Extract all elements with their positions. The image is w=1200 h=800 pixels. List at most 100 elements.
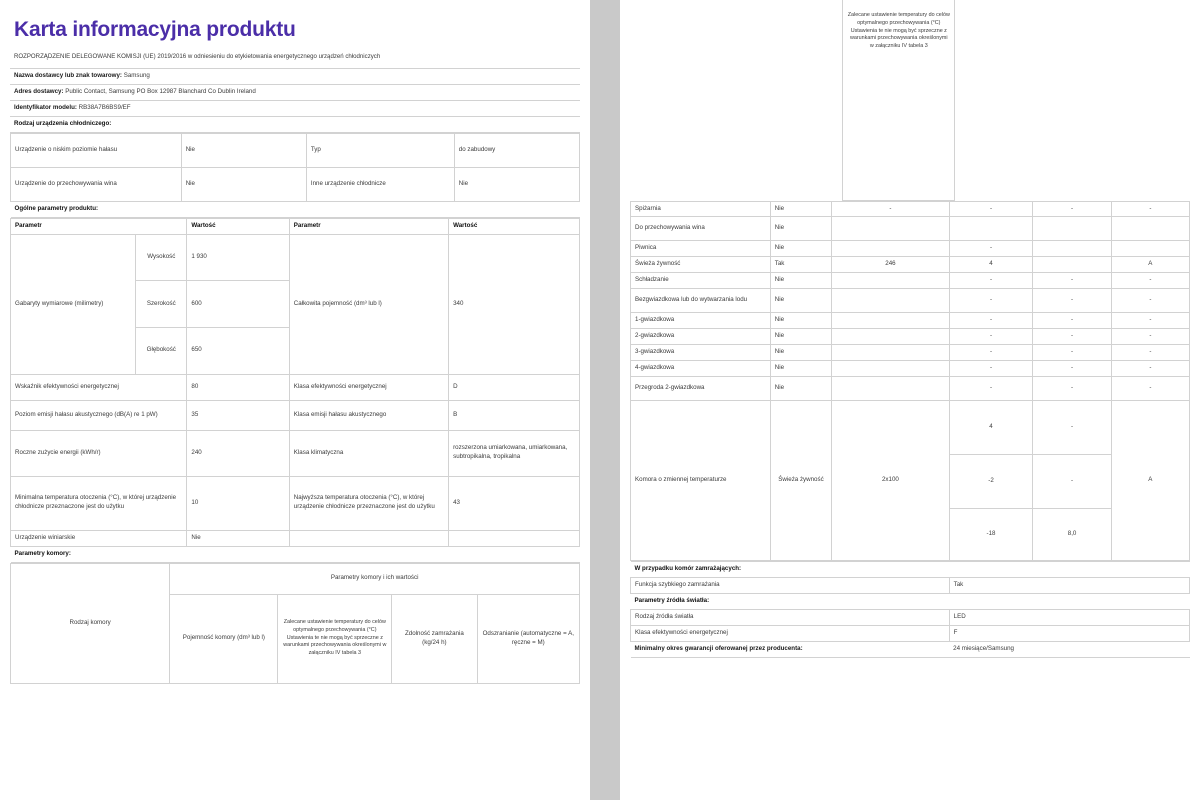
chamber-fresh-freeze xyxy=(1032,256,1112,274)
chamber-2star-section-defrost: - xyxy=(1110,376,1191,402)
chamber-chill-present: Nie xyxy=(769,272,833,290)
chamber-4star-defrost: - xyxy=(1110,360,1191,378)
appliance-low-noise-value: Nie xyxy=(180,132,307,168)
col-value: Wartość xyxy=(186,217,290,235)
sheet-right: Zalecane ustawienie temperatury do celów… xyxy=(620,0,1200,800)
chamber-zerostar-defrost: - xyxy=(1110,288,1191,314)
chamber-variable-defrost: A xyxy=(1110,400,1191,562)
chamber-cellar-temp: - xyxy=(948,240,1034,258)
address-value: Public Contact, Samsung PO Box 12987 Bla… xyxy=(65,87,256,95)
chamber-temp-col-header: Zalecane ustawienie temperatury do celów… xyxy=(277,593,393,684)
chamber-chill-temp: - xyxy=(948,272,1034,290)
freezer-section-title: W przypadku komór zamrażających: xyxy=(630,561,1190,579)
appliance-type-section-row: Rodzaj urządzenia chłodniczego: xyxy=(10,115,580,133)
chamber-variable-freeze-1: - xyxy=(1032,400,1112,456)
chamber-temp-col-header-continued: Zalecane ustawienie temperatury do celów… xyxy=(842,0,956,201)
fast-freeze-value: Tak xyxy=(948,577,1191,595)
chamber-2star-section-freeze: - xyxy=(1032,376,1112,402)
chamber-zerostar-label: Bezgwiazdkowa lub do wytwarzania lodu xyxy=(630,288,771,314)
appliance-wine-value: Nie xyxy=(180,166,307,202)
chamber-group-header: Parametry komory i ich wartości xyxy=(169,562,580,595)
chamber-1star-defrost: - xyxy=(1110,312,1191,330)
chamber-temp-continued-row: Zalecane ustawienie temperatury do celów… xyxy=(630,0,1190,201)
table-row: Urządzenie winiarskie Nie xyxy=(9,529,580,547)
table-row: Urządzenie do przechowywania wina Nie In… xyxy=(10,166,581,202)
max-ambient-label: Najwyższa temperatura otoczenia (°C), w … xyxy=(288,475,450,531)
wine-appliance-label: Urządzenie winiarskie xyxy=(9,529,188,547)
table-row: Przegroda 2-gwiazdkowa Nie - - - xyxy=(630,376,1191,402)
chambers-section-row: Parametry komory: xyxy=(10,545,580,563)
table-row: -18 8,0 xyxy=(631,508,1190,562)
total-capacity-label: Całkowita pojemność (dm³ lub l) xyxy=(288,233,450,375)
warranty-row: Minimalny okres gwarancji oferowanej prz… xyxy=(630,641,1190,659)
chamber-wine-temp xyxy=(948,216,1034,242)
chamber-defrost-col-header: Odszranianie (automatyczne = A, ręczne =… xyxy=(476,593,581,684)
dimension-width-value: 600 xyxy=(186,280,290,328)
noise-level-label: Poziom emisji hałasu akustycznego (dB(A)… xyxy=(9,399,188,431)
chamber-fresh-present: Tak xyxy=(769,256,833,274)
chamber-rows-table: Spiżarnia Nie - - - - Do przechowywania … xyxy=(630,200,1191,562)
intro-row: ROZPORZĄDZENIE DELEGOWANE KOMISJI (UE) 2… xyxy=(10,50,580,68)
chamber-capacity-col-header: Pojemność komory (dm³ lub l) xyxy=(169,593,279,684)
model-label: Identyfikator modelu: xyxy=(14,103,77,111)
chamber-1star-freeze: - xyxy=(1032,312,1112,330)
climate-class-value: rozszerzona umiarkowana, umiarkowana, su… xyxy=(448,429,580,477)
chamber-2star-section-label: Przegroda 2-gwiazdkowa xyxy=(630,376,771,402)
table-row: 1-gwiazdkowa Nie - - - xyxy=(630,312,1191,330)
chamber-pantry-present: Nie xyxy=(769,200,833,218)
chamber-4star-present: Nie xyxy=(769,360,833,378)
table-row: Poziom emisji hałasu akustycznego (dB(A)… xyxy=(9,399,580,431)
table-row: Spiżarnia Nie - - - - xyxy=(630,200,1191,218)
dimension-depth-value: 650 xyxy=(186,326,290,375)
light-type-value: LED xyxy=(948,609,1191,627)
chamber-pantry-freeze: - xyxy=(1032,200,1112,218)
chamber-variable-present: Świeża żywność xyxy=(769,400,833,562)
table-row: Wskaźnik efektywności energetycznej 80 K… xyxy=(9,373,580,401)
annual-energy-label: Roczne zużycie energii (kWh/r) xyxy=(9,429,188,477)
chamber-1star-label: 1-gwiazdkowa xyxy=(630,312,771,330)
page-title: Karta informacyjna produktu xyxy=(14,18,296,41)
chamber-1star-present: Nie xyxy=(769,312,833,330)
wine-appliance-value-2 xyxy=(448,529,580,547)
chamber-pantry-temp: - xyxy=(948,200,1034,218)
chamber-fresh-defrost: A xyxy=(1110,256,1191,274)
table-row: Rodzaj źródła światła LED xyxy=(630,609,1191,627)
noise-class-label: Klasa emisji hałasu akustycznego xyxy=(288,399,450,431)
chamber-2star-freeze: - xyxy=(1032,328,1112,346)
chamber-cellar-capacity xyxy=(831,240,950,258)
col-parameter: Parametr xyxy=(9,217,188,235)
chamber-cellar-present: Nie xyxy=(769,240,833,258)
supplier-address-row: Adres dostawcy: Public Contact, Samsung … xyxy=(10,83,580,101)
table-row: Urządzenie o niskim poziomie hałasu Nie … xyxy=(10,132,581,168)
chamber-4star-label: 4-gwiazdkowa xyxy=(630,360,771,378)
general-section-title: Ogólne parametry produktu: xyxy=(10,200,580,218)
fast-freeze-label: Funkcja szybkiego zamrażania xyxy=(630,577,950,595)
noise-level-value: 35 xyxy=(186,399,290,431)
eei-value: 80 xyxy=(186,373,290,401)
chamber-fresh-capacity: 246 xyxy=(831,256,950,274)
chamber-chill-capacity xyxy=(831,272,950,290)
chamber-3star-temp: - xyxy=(948,344,1034,362)
chamber-zerostar-freeze: - xyxy=(1032,288,1112,314)
table-row: Do przechowywania wina Nie xyxy=(630,216,1191,242)
chamber-2star-section-present: Nie xyxy=(769,376,833,402)
chamber-3star-defrost: - xyxy=(1110,344,1191,362)
light-type-label: Rodzaj źródła światła xyxy=(630,609,950,627)
chamber-4star-capacity xyxy=(831,360,950,378)
chamber-wine-capacity xyxy=(831,216,950,242)
light-section-row: Parametry źródła światła: xyxy=(630,593,1190,611)
freezer-section-row: W przypadku komór zamrażających: xyxy=(630,561,1190,579)
dimensions-label: Gabaryty wymiarowe (milimetry) xyxy=(9,233,137,375)
chamber-pantry-label: Spiżarnia xyxy=(630,200,771,218)
min-ambient-label: Minimalna temperatura otoczenia (°C), w … xyxy=(9,475,188,531)
supplier-table: Nazwa dostawcy lub znak towarowy: Samsun… xyxy=(10,67,580,133)
table-row: Gabaryty wymiarowe (milimetry) Wysokość … xyxy=(9,233,580,375)
chambers-section-title: Parametry komory: xyxy=(10,545,580,563)
chamber-wine-defrost xyxy=(1110,216,1191,242)
chamber-type-col-header: Rodzaj komory xyxy=(9,562,171,684)
supplier-name-row: Nazwa dostawcy lub znak towarowy: Samsun… xyxy=(10,67,580,85)
energy-class-value: D xyxy=(448,373,580,401)
chamber-4star-freeze: - xyxy=(1032,360,1112,378)
chamber-chill-label: Schładzanie xyxy=(630,272,771,290)
